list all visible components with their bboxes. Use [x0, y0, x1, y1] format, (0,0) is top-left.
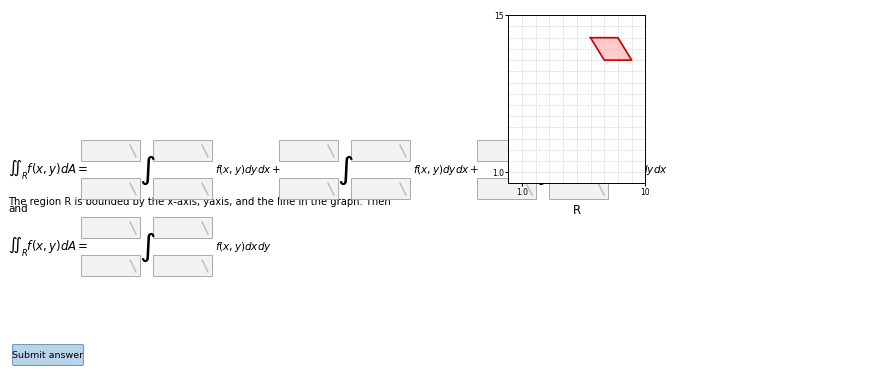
FancyBboxPatch shape	[279, 141, 339, 162]
FancyBboxPatch shape	[477, 141, 537, 162]
FancyBboxPatch shape	[550, 178, 608, 199]
FancyBboxPatch shape	[81, 178, 141, 199]
Text: and: and	[8, 204, 27, 214]
Text: $f(x, y)dydx$: $f(x, y)dydx$	[611, 163, 668, 177]
FancyBboxPatch shape	[154, 217, 212, 238]
Text: $f(x, y)dydx+$: $f(x, y)dydx+$	[215, 163, 281, 177]
Text: Submit answer: Submit answer	[12, 351, 84, 359]
Text: $\int$: $\int$	[535, 153, 552, 187]
FancyBboxPatch shape	[81, 256, 141, 277]
Text: $f(x, y)dxdy$: $f(x, y)dxdy$	[215, 240, 272, 254]
FancyBboxPatch shape	[154, 178, 212, 199]
Text: $\iint_R f(x, y)dA =$: $\iint_R f(x, y)dA =$	[8, 158, 88, 182]
FancyBboxPatch shape	[477, 178, 537, 199]
FancyBboxPatch shape	[81, 141, 141, 162]
Text: R: R	[573, 204, 581, 217]
FancyBboxPatch shape	[279, 178, 339, 199]
FancyBboxPatch shape	[154, 256, 212, 277]
FancyBboxPatch shape	[12, 345, 83, 366]
FancyBboxPatch shape	[550, 141, 608, 162]
Text: $\int$: $\int$	[337, 153, 354, 187]
Text: $\int$: $\int$	[139, 230, 156, 264]
Text: $f(x, y)dydx+$: $f(x, y)dydx+$	[413, 163, 479, 177]
Text: The region R is bounded by the x-axis, yaxis, and the line in the graph. Then: The region R is bounded by the x-axis, y…	[8, 197, 391, 207]
FancyBboxPatch shape	[352, 178, 410, 199]
Text: $\int$: $\int$	[139, 153, 156, 187]
Polygon shape	[591, 38, 631, 60]
FancyBboxPatch shape	[81, 217, 141, 238]
Text: $\iint_R f(x, y)dA =$: $\iint_R f(x, y)dA =$	[8, 235, 88, 259]
FancyBboxPatch shape	[352, 141, 410, 162]
FancyBboxPatch shape	[154, 141, 212, 162]
